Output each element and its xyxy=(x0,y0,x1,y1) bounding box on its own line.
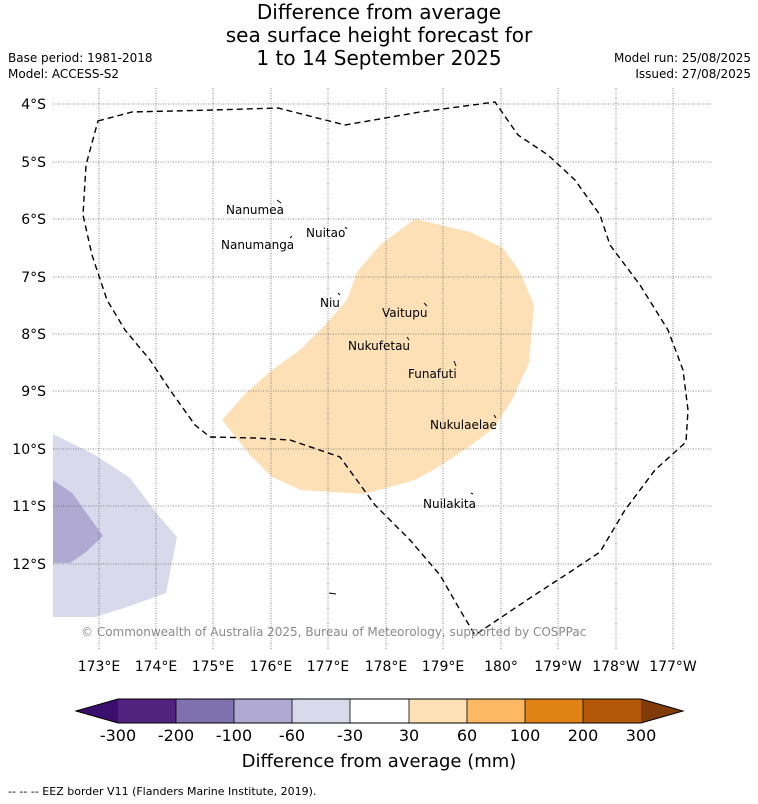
longitude-labels: 173°E 174°E 175°E 176°E 177°E 178°E 179°… xyxy=(78,659,697,675)
place-label-nukulaelae: Nukulaelae xyxy=(430,418,497,432)
colorbar-tick: -200 xyxy=(158,726,194,745)
colorbar-segment xyxy=(525,699,583,723)
graticule xyxy=(53,88,713,649)
base-period: Base period: 1981-2018 xyxy=(8,51,153,65)
colorbar-segment xyxy=(409,699,467,723)
island-markers xyxy=(276,199,497,595)
anomaly-layer xyxy=(53,219,534,617)
lon-label: 173°E xyxy=(78,659,121,675)
colorbar-segment xyxy=(292,699,350,723)
eez-border xyxy=(82,101,689,636)
copyright-notice: © Commonwealth of Australia 2025, Bureau… xyxy=(81,625,586,639)
colorbar-tick: 200 xyxy=(568,726,599,745)
colorbar-segment xyxy=(467,699,525,723)
title-line-3: 1 to 14 September 2025 xyxy=(256,46,502,70)
lon-label: 175°E xyxy=(192,659,235,675)
place-label-nanumea: Nanumea xyxy=(226,203,284,217)
colorbar-segment xyxy=(350,699,409,723)
colorbar-tick: 30 xyxy=(399,726,419,745)
model-run: Model run: 25/08/2025 xyxy=(613,51,751,65)
colorbar-extend-low xyxy=(76,699,118,723)
place-label-nanumanga: Nanumanga xyxy=(221,238,294,252)
title-line-1: Difference from average xyxy=(256,0,502,24)
place-label-nuitao: Nuitao xyxy=(306,226,345,240)
lon-label: 179°E xyxy=(422,659,465,675)
place-label-niu: Niu xyxy=(320,296,340,310)
lon-label: 180° xyxy=(484,659,518,675)
lat-label: 7°S xyxy=(21,270,46,286)
colorbar: -300 -200 -100 -60 -30 30 60 100 200 300… xyxy=(74,698,685,772)
latitude-labels: 4°S 5°S 6°S 7°S 8°S 9°S 10°S 11°S 12°S xyxy=(12,97,46,573)
eez-legend-note: -- -- -- EEZ border V11 (Flanders Marine… xyxy=(8,785,317,798)
colorbar-tick: -300 xyxy=(100,726,136,745)
lon-label: 177°E xyxy=(307,659,350,675)
place-label-funafuti: Funafuti xyxy=(408,367,457,381)
colorbar-segment xyxy=(583,699,641,723)
place-label-nukufetau: Nukufetau xyxy=(348,339,410,353)
colorbar-tick: -100 xyxy=(216,726,252,745)
lat-label: 4°S xyxy=(21,97,46,113)
anomaly-positive-30-60 xyxy=(222,219,534,494)
lat-label: 5°S xyxy=(21,155,46,171)
colorbar-extend-high xyxy=(641,699,683,723)
colorbar-segment xyxy=(176,699,234,723)
colorbar-tick: -60 xyxy=(279,726,305,745)
model-name: Model: ACCESS-S2 xyxy=(8,67,120,81)
lat-label: 11°S xyxy=(12,499,46,515)
lat-label: 10°S xyxy=(12,442,46,458)
colorbar-tick: 300 xyxy=(626,726,657,745)
colorbar-tick: 60 xyxy=(457,726,477,745)
colorbar-segment xyxy=(118,699,176,723)
lon-label: 178°W xyxy=(592,659,640,675)
place-labels: Nanumea Nuitao Nanumanga Niu Vaitupu Nuk… xyxy=(221,203,497,511)
colorbar-segment xyxy=(234,699,292,723)
lon-label: 174°E xyxy=(135,659,178,675)
colorbar-tick: 100 xyxy=(510,726,541,745)
anomaly-negative-60-30 xyxy=(53,434,177,617)
colorbar-tick: -30 xyxy=(337,726,363,745)
lon-label: 176°E xyxy=(250,659,293,675)
lat-label: 12°S xyxy=(12,557,46,573)
place-label-vaitupu: Vaitupu xyxy=(382,306,428,320)
colorbar-title: Difference from average (mm) xyxy=(242,751,517,772)
lon-label: 179°W xyxy=(534,659,582,675)
lon-label: 177°W xyxy=(649,659,697,675)
issued-date: Issued: 27/08/2025 xyxy=(635,67,751,81)
lon-label: 178°E xyxy=(365,659,408,675)
lat-label: 6°S xyxy=(21,212,46,228)
title-line-2: sea surface height forecast for xyxy=(225,23,533,47)
place-label-nuilakita: Nuilakita xyxy=(423,497,476,511)
anomaly-negative-100-60 xyxy=(53,480,103,563)
lat-label: 9°S xyxy=(21,384,46,400)
lat-label: 8°S xyxy=(21,327,46,343)
